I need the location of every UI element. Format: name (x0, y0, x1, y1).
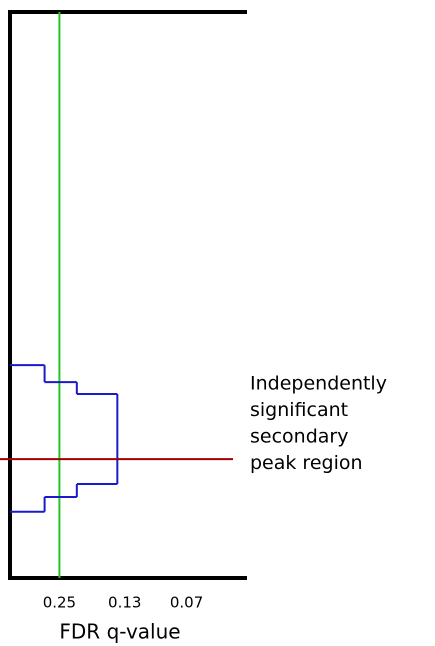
x-tick-label: 0.13 (108, 594, 141, 612)
annotation: secondary (250, 426, 348, 448)
x-tick-label: 0.07 (170, 594, 203, 612)
annotation: significant (250, 399, 348, 421)
annotation: Independently (250, 373, 387, 395)
annotation: peak region (250, 452, 363, 474)
x-tick-label: 0.25 (43, 594, 76, 612)
x-axis-label: FDR q-value (59, 620, 180, 644)
